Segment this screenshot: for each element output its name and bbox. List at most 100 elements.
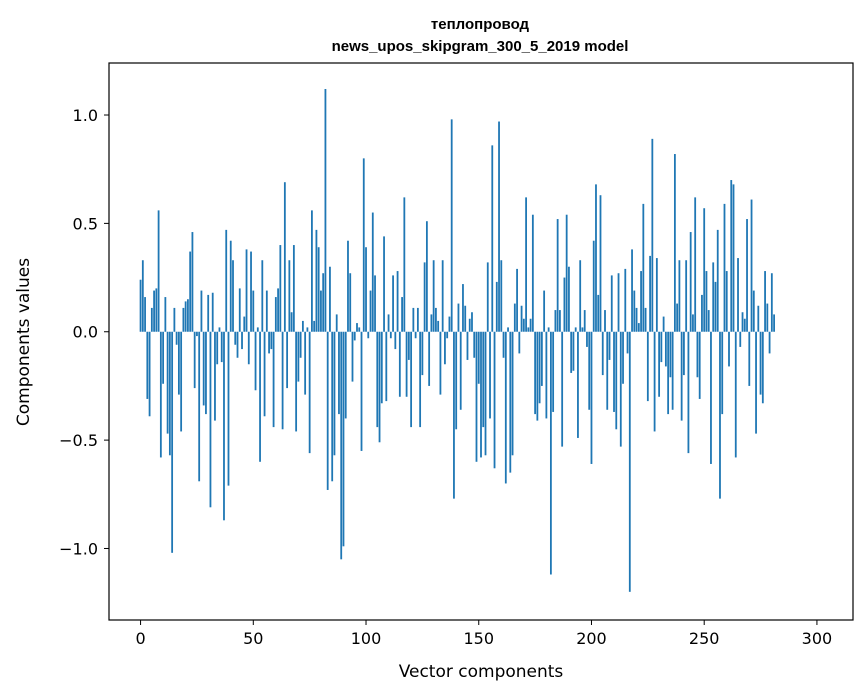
bar (588, 331, 591, 410)
y-tick-label: −1.0 (59, 539, 98, 558)
bar (552, 331, 555, 412)
bar (586, 331, 588, 347)
bar (741, 312, 744, 332)
bar (471, 312, 473, 332)
bar (570, 331, 573, 373)
bar (351, 331, 354, 382)
bar (660, 331, 663, 363)
bar (450, 119, 453, 332)
bar (599, 195, 602, 332)
bar (232, 260, 234, 332)
bar (513, 303, 516, 332)
bar (624, 268, 627, 332)
bar (162, 331, 165, 384)
chart-subtitle: news_upos_skipgram_300_5_2019 model (332, 38, 629, 55)
bar (182, 307, 185, 332)
bar (696, 331, 699, 378)
bar (498, 121, 500, 332)
bar (333, 331, 336, 456)
bar (703, 208, 706, 332)
bar (601, 331, 604, 376)
bar (416, 307, 419, 332)
bar (376, 331, 379, 428)
bar (525, 197, 527, 332)
bar (288, 260, 291, 332)
bar (500, 260, 503, 332)
x-tick-label: 100 (351, 629, 382, 648)
bar (676, 303, 679, 332)
bar (766, 303, 769, 332)
bar (193, 331, 196, 389)
bar (153, 290, 155, 332)
bar (389, 331, 392, 339)
bar (234, 331, 237, 345)
bar (202, 331, 205, 406)
bar (757, 305, 760, 332)
bar (563, 277, 566, 332)
bar (538, 331, 541, 404)
y-tick-label: 0.0 (73, 323, 98, 342)
bar (477, 331, 480, 384)
bar (394, 331, 397, 350)
bar (743, 318, 746, 332)
bar (180, 331, 183, 432)
bar (568, 266, 570, 332)
bar (734, 331, 737, 458)
bar (730, 180, 733, 332)
bar (768, 331, 771, 354)
bar (403, 197, 406, 332)
bar (475, 331, 478, 462)
bar (556, 219, 559, 332)
bar (437, 320, 440, 332)
bar (694, 197, 697, 332)
bar (344, 331, 347, 419)
x-tick-label: 200 (576, 629, 607, 648)
bar (259, 331, 261, 462)
bar (196, 331, 198, 337)
bar (362, 158, 365, 332)
bar (220, 331, 223, 363)
bar (622, 331, 624, 384)
bar (245, 249, 248, 332)
bar (453, 331, 455, 499)
bar (502, 331, 505, 358)
bar (292, 245, 295, 332)
bar (419, 331, 422, 428)
bar (441, 260, 444, 332)
bar (286, 331, 289, 389)
bar (146, 331, 149, 399)
bar (241, 331, 243, 350)
bar (529, 318, 532, 332)
bar (380, 331, 383, 404)
bar (511, 331, 514, 456)
bar (444, 331, 446, 365)
bar (423, 262, 426, 332)
bar (486, 262, 489, 332)
bar (157, 210, 160, 332)
bar (637, 323, 640, 332)
bar (669, 331, 672, 378)
y-tick-label: 0.5 (73, 214, 98, 233)
bar (331, 331, 334, 482)
bar (489, 331, 491, 419)
bar (301, 320, 304, 332)
bar (482, 331, 485, 428)
bar (211, 292, 214, 332)
bar (692, 314, 694, 332)
bar (205, 331, 207, 415)
x-tick-label: 150 (463, 629, 494, 648)
bar (719, 331, 721, 499)
bar (455, 331, 458, 430)
bar (324, 89, 327, 332)
bar (439, 331, 442, 395)
bar (304, 331, 307, 395)
bar (272, 331, 275, 428)
bar (725, 271, 728, 332)
bar (198, 331, 201, 482)
bar (604, 310, 606, 332)
bar (606, 331, 609, 410)
bar (317, 247, 320, 332)
x-axis-ticks: 0 50 100 150 200 250 300 (135, 620, 832, 648)
bar (385, 331, 388, 402)
bar (329, 266, 331, 332)
